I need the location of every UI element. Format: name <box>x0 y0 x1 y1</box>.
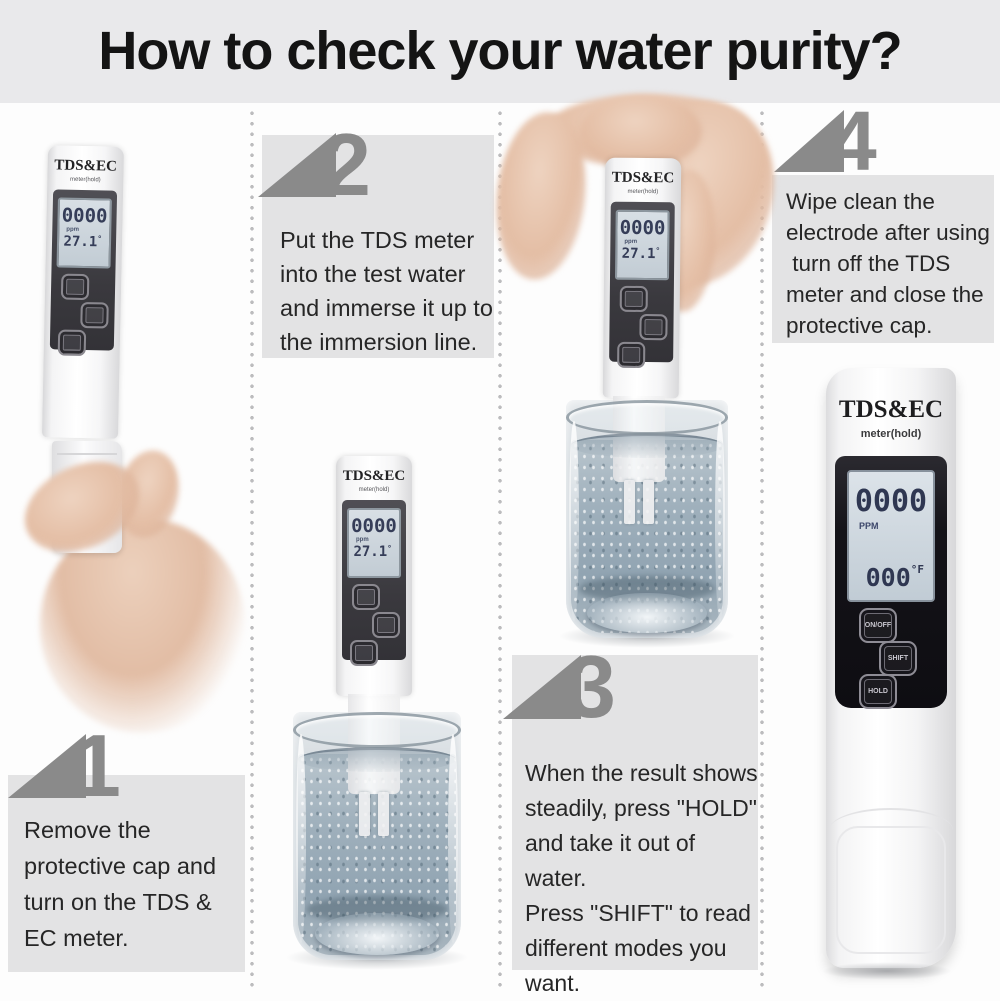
lcd-temperature: 000°F <box>866 563 924 592</box>
meter-brand: TDS&EC <box>838 396 944 423</box>
onoff-button <box>619 285 648 313</box>
lcd-temp-unit: ° <box>655 246 661 256</box>
meter-subtitle: meter(hold) <box>627 188 659 196</box>
step-2: 2 Put the TDS meter into the test water … <box>258 121 496 358</box>
page-title: How to check your water purity? <box>98 21 902 81</box>
corner-triangle-icon <box>774 110 844 172</box>
shift-button <box>639 313 668 341</box>
meter-panel: 0000 ppm 27.1° <box>609 201 675 369</box>
step-3: 3 When the result shows steadily, press … <box>503 643 758 996</box>
step-number-header: 4 <box>774 99 877 183</box>
step-text: Put the TDS meter into the test water an… <box>280 227 493 355</box>
shift-button <box>80 301 109 329</box>
lcd-display: 0000 ppm 27.1° <box>56 197 112 269</box>
title-band: How to check your water purity? <box>0 0 1000 103</box>
onoff-button <box>60 273 90 301</box>
lcd-temp-value: 27.1 <box>621 245 656 263</box>
lcd-display: 0000 ppm 27.1° <box>614 209 670 281</box>
electrode-prong <box>378 792 389 836</box>
lcd-temperature: 27.1° <box>349 544 392 560</box>
lcd-temperature: 27.1° <box>617 245 661 263</box>
step-number-header: 1 <box>8 722 121 810</box>
meter-brand: TDS&EC <box>54 157 118 175</box>
onoff-button <box>352 584 380 610</box>
meter-brand: TDS&EC <box>342 468 406 484</box>
hold-button: HOLD <box>859 674 897 709</box>
lcd-temp-value: 27.1 <box>63 233 98 251</box>
step-number-header: 2 <box>258 121 371 209</box>
step-text: Wipe clean the electrode after using tur… <box>786 189 990 338</box>
lcd-value: 0000 <box>351 515 397 537</box>
shift-button <box>372 612 400 638</box>
meter-subtitle: meter(hold) <box>860 428 922 440</box>
tds-meter-photo-step3: TDS&EC meter(hold) 0000 ppm 27.1° <box>602 157 682 399</box>
meter-panel: 0000 ppm 27.1° <box>49 189 118 357</box>
hold-button <box>617 341 646 369</box>
shift-button: SHIFT <box>879 641 917 676</box>
meter-seam <box>829 808 953 830</box>
step-card <box>772 175 994 343</box>
lcd-value: 0000 <box>619 216 666 240</box>
lcd-value: 0000 <box>854 484 928 519</box>
step-text: When the result shows steadily, press "H… <box>525 760 758 996</box>
hold-button <box>57 329 87 357</box>
tds-meter-photo-step2: TDS&EC meter(hold) 0000 ppm 27.1° <box>336 456 412 696</box>
glass-foot <box>314 912 440 956</box>
lcd-temp-unit: ° <box>387 544 392 553</box>
lcd-unit: ppm <box>356 537 369 543</box>
column-divider <box>497 108 503 992</box>
step-number-header: 3 <box>503 643 616 731</box>
column-divider <box>249 108 255 992</box>
electrode-prong <box>643 480 654 524</box>
hand <box>580 96 702 168</box>
lcd-temperature: 27.1° <box>59 233 103 251</box>
meter-electrode-stem <box>613 396 665 524</box>
step-1: 1 Remove the protective cap and turn on … <box>8 722 245 972</box>
meter-panel: 0000 PPM 000°F ON/OFF SHIFT HOLD <box>835 456 947 709</box>
meter-brand: TDS&EC <box>611 169 675 187</box>
meter-shadow <box>822 962 952 980</box>
tds-meter-photo-step4: TDS&EC meter(hold) 0000 PPM 000°F ON/OFF… <box>826 368 956 968</box>
electrode-prong <box>359 792 370 836</box>
onoff-button: ON/OFF <box>859 608 897 643</box>
meter-lower-outline <box>836 826 946 954</box>
meter-electrode-stem <box>348 694 400 836</box>
step-text: Remove the protective cap and turn on th… <box>24 817 217 951</box>
hand <box>40 518 245 733</box>
lcd-temp-value: 27.1 <box>353 544 388 560</box>
lcd-display: 0000 PPM 000°F <box>847 470 935 602</box>
hold-button <box>350 640 378 666</box>
column-divider <box>759 108 765 992</box>
tds-meter-photo-step1: TDS&EC meter(hold) 0000 ppm 27.1° <box>41 145 125 439</box>
lcd-value: 0000 <box>61 204 108 228</box>
lcd-temp-unit: ° <box>97 234 103 244</box>
step-4: 4 Wipe clean the electrode after using t… <box>770 99 994 343</box>
lcd-temp-unit: °F <box>910 563 924 576</box>
lcd-display: 0000 ppm 27.1° <box>347 508 401 578</box>
lcd-unit: PPM <box>859 521 879 531</box>
glass-foot <box>587 592 707 634</box>
meter-panel: 0000 ppm 27.1° <box>342 500 406 666</box>
electrode-prong <box>624 480 635 524</box>
meter-subtitle: meter(hold) <box>358 487 390 493</box>
step-card <box>8 775 245 972</box>
lcd-temp-value: 000 <box>865 563 911 592</box>
